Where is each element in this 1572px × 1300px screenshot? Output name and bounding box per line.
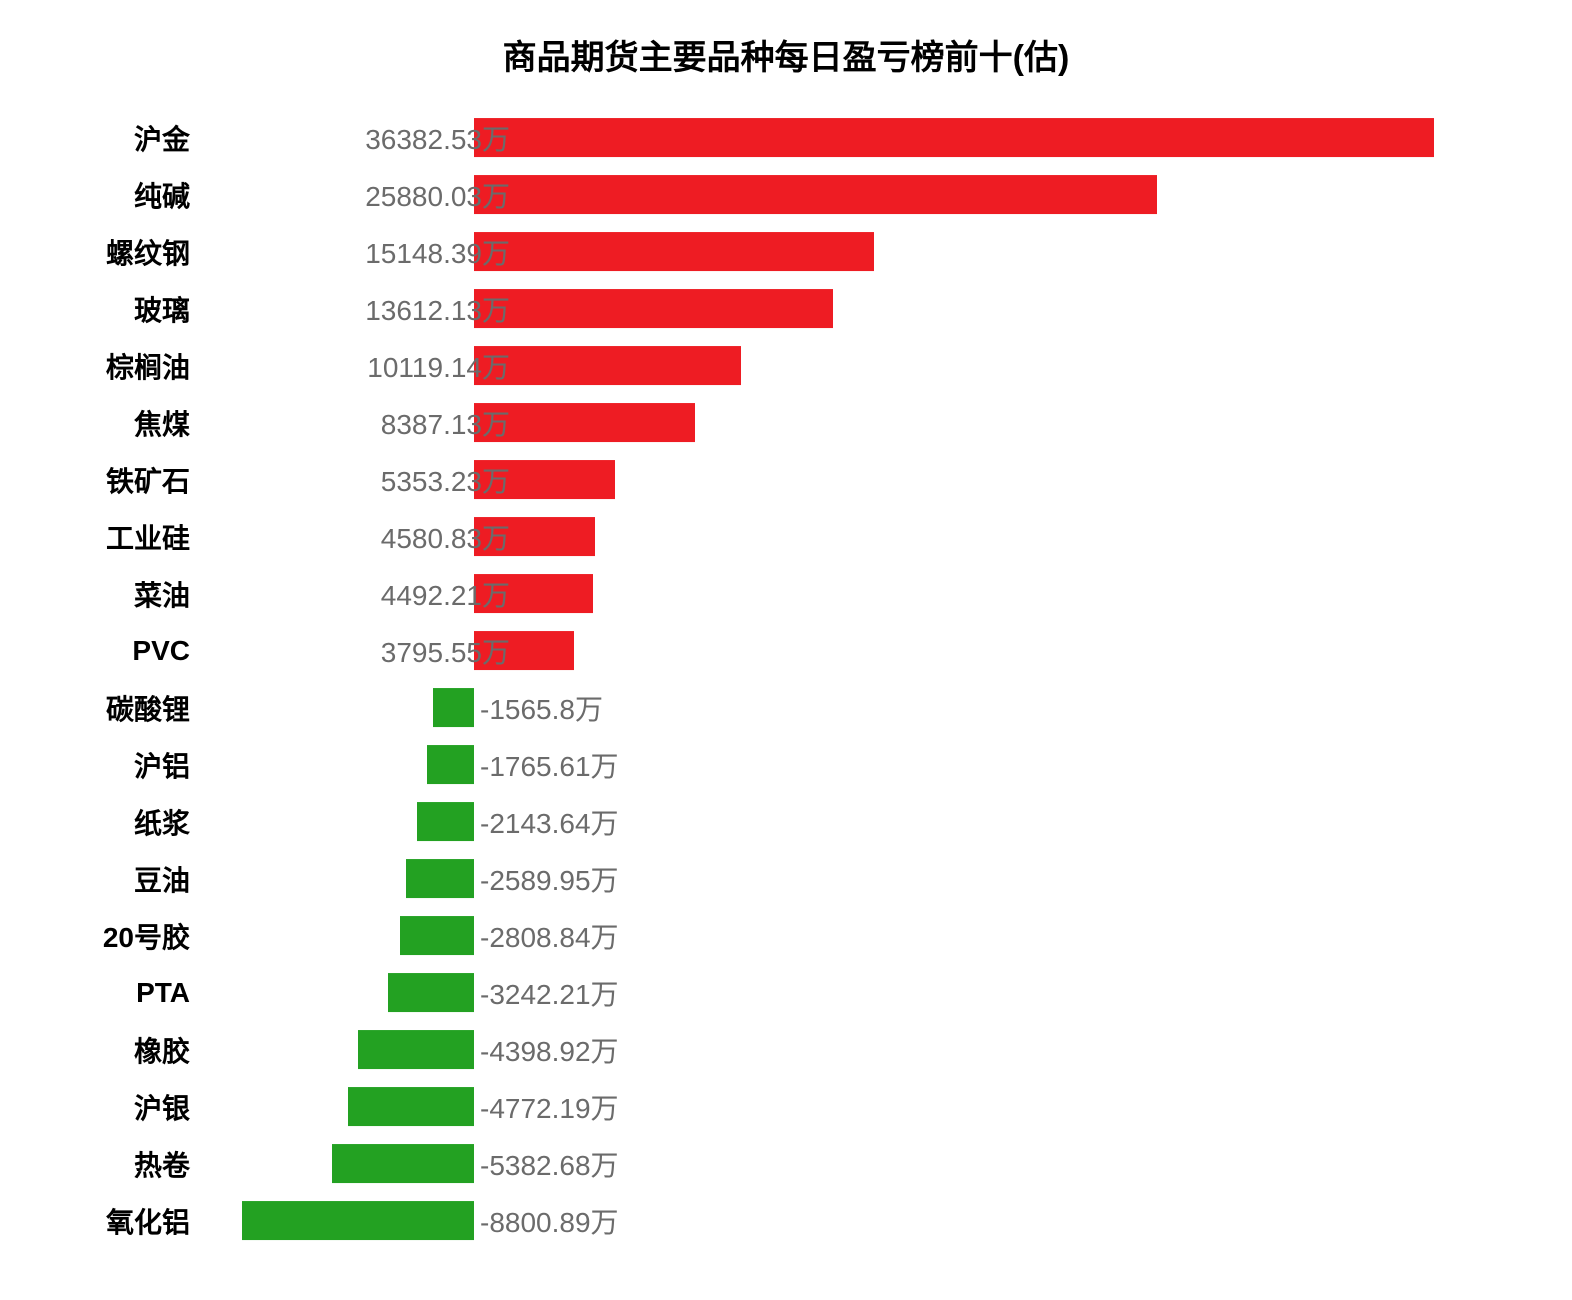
category-label: 碳酸锂 [0, 688, 210, 728]
bar-track: -2589.95万 [210, 850, 1572, 907]
bar-row: 棕榈油 10119.14万 [0, 337, 1572, 394]
bar-track: -2808.84万 [210, 907, 1572, 964]
bar-track: -8800.89万 [210, 1192, 1572, 1249]
bar-track: 10119.14万 [210, 337, 1572, 394]
bar-track: 5353.23万 [210, 451, 1572, 508]
value-label: -3242.21万 [480, 973, 619, 1013]
bar-negative [417, 802, 474, 842]
bar-row: 橡胶 -4398.92万 [0, 1021, 1572, 1078]
category-label: 玻璃 [0, 289, 210, 329]
bar-row: 碳酸锂 -1565.8万 [0, 679, 1572, 736]
bar-row: 氧化铝 -8800.89万 [0, 1192, 1572, 1249]
category-label: 工业硅 [0, 517, 210, 557]
bar-negative [406, 859, 474, 899]
bar-negative [358, 1030, 474, 1070]
bar-track: 4580.83万 [210, 508, 1572, 565]
bar-row: PTA -3242.21万 [0, 964, 1572, 1021]
bar-track: 25880.03万 [210, 166, 1572, 223]
value-label: 36382.53万 [365, 118, 510, 158]
category-label: PTA [0, 977, 210, 1009]
value-label: -2589.95万 [480, 859, 619, 899]
value-label: 25880.03万 [365, 175, 510, 215]
bar-negative [400, 916, 474, 956]
value-label: -1565.8万 [480, 688, 603, 728]
value-label: -5382.68万 [480, 1144, 619, 1184]
bar-track: -2143.64万 [210, 793, 1572, 850]
bar-row: 豆油 -2589.95万 [0, 850, 1572, 907]
value-label: -4398.92万 [480, 1030, 619, 1070]
bar-track: 8387.13万 [210, 394, 1572, 451]
value-label: 3795.55万 [381, 631, 510, 671]
bar-positive [474, 346, 741, 386]
bar-track: 36382.53万 [210, 109, 1572, 166]
bar-track: -5382.68万 [210, 1135, 1572, 1192]
bar-track: -1765.61万 [210, 736, 1572, 793]
category-label: 豆油 [0, 859, 210, 899]
bar-track: -1565.8万 [210, 679, 1572, 736]
value-label: 5353.23万 [381, 460, 510, 500]
value-label: -1765.61万 [480, 745, 619, 785]
category-label: PVC [0, 635, 210, 667]
value-label: -2808.84万 [480, 916, 619, 956]
category-label: 棕榈油 [0, 346, 210, 386]
plot-area: 沪金 36382.53万纯碱 25880.03万螺纹钢 15148.39万玻璃 1361… [0, 109, 1572, 1249]
category-label: 沪铝 [0, 745, 210, 785]
bar-track: -4772.19万 [210, 1078, 1572, 1135]
category-label: 氧化铝 [0, 1201, 210, 1241]
chart-title: 商品期货主要品种每日盈亏榜前十(估) [0, 30, 1572, 79]
value-label: 8387.13万 [381, 403, 510, 443]
bar-positive [474, 232, 874, 272]
bar-negative [332, 1144, 474, 1184]
value-label: 15148.39万 [365, 232, 510, 272]
bar-row: 菜油 4492.21万 [0, 565, 1572, 622]
category-label: 沪金 [0, 118, 210, 158]
value-label: -2143.64万 [480, 802, 619, 842]
bar-negative [433, 688, 474, 728]
bar-negative [388, 973, 474, 1013]
bar-row: 沪金 36382.53万 [0, 109, 1572, 166]
value-label: 13612.13万 [365, 289, 510, 329]
category-label: 纯碱 [0, 175, 210, 215]
value-label: 10119.14万 [367, 346, 510, 386]
bar-positive [474, 289, 833, 329]
bar-track: 4492.21万 [210, 565, 1572, 622]
bar-row: 热卷 -5382.68万 [0, 1135, 1572, 1192]
category-label: 铁矿石 [0, 460, 210, 500]
bar-row: 玻璃 13612.13万 [0, 280, 1572, 337]
value-label: 4492.21万 [381, 574, 510, 614]
category-label: 焦煤 [0, 403, 210, 443]
bar-row: PVC 3795.55万 [0, 622, 1572, 679]
category-label: 菜油 [0, 574, 210, 614]
bar-row: 工业硅 4580.83万 [0, 508, 1572, 565]
bar-track: 15148.39万 [210, 223, 1572, 280]
category-label: 螺纹钢 [0, 232, 210, 272]
category-label: 沪银 [0, 1087, 210, 1127]
bar-row: 螺纹钢 15148.39万 [0, 223, 1572, 280]
bar-row: 20号胶 -2808.84万 [0, 907, 1572, 964]
bar-track: 13612.13万 [210, 280, 1572, 337]
bar-positive [474, 118, 1434, 158]
bar-track: -3242.21万 [210, 964, 1572, 1021]
bar-track: -4398.92万 [210, 1021, 1572, 1078]
pnl-bar-chart: 商品期货主要品种每日盈亏榜前十(估) 沪金 36382.53万纯碱 25880.03… [0, 0, 1572, 1300]
category-label: 橡胶 [0, 1030, 210, 1070]
bar-row: 铁矿石 5353.23万 [0, 451, 1572, 508]
bar-row: 纯碱 25880.03万 [0, 166, 1572, 223]
bar-negative [348, 1087, 474, 1127]
category-label: 纸浆 [0, 802, 210, 842]
bar-negative [427, 745, 474, 785]
bar-row: 纸浆 -2143.64万 [0, 793, 1572, 850]
bar-positive [474, 175, 1157, 215]
bar-negative [242, 1201, 474, 1241]
value-label: 4580.83万 [381, 517, 510, 557]
bar-row: 沪铝 -1765.61万 [0, 736, 1572, 793]
category-label: 20号胶 [0, 916, 210, 956]
value-label: -8800.89万 [480, 1201, 619, 1241]
bar-row: 沪银 -4772.19万 [0, 1078, 1572, 1135]
bar-track: 3795.55万 [210, 622, 1572, 679]
bar-row: 焦煤 8387.13万 [0, 394, 1572, 451]
value-label: -4772.19万 [480, 1087, 619, 1127]
category-label: 热卷 [0, 1144, 210, 1184]
